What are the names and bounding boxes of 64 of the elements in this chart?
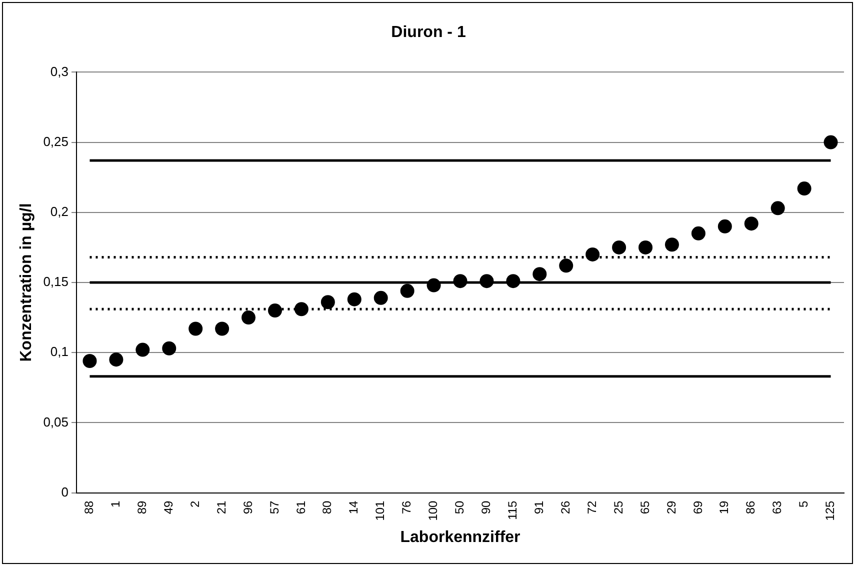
y-tick-label: 0,25: [43, 134, 68, 149]
x-tick-label: 61: [294, 500, 308, 514]
x-tick-label: 50: [452, 500, 467, 514]
point: [188, 322, 203, 336]
x-tick-label: 14: [346, 500, 361, 514]
y-tick-label: 0: [61, 484, 68, 500]
x-tick-label: 21: [214, 500, 228, 514]
x-tick-label: 101: [373, 500, 388, 521]
point: [744, 216, 758, 231]
x-axis-title: Laborkennziffer: [400, 528, 520, 546]
point: [691, 226, 706, 240]
chart-title: Diuron - 1: [391, 24, 466, 42]
x-tick-label: 63: [770, 500, 784, 514]
x-tick-label: 125: [823, 500, 838, 521]
point: [374, 290, 388, 305]
point: [136, 342, 150, 357]
x-tick-label: 100: [426, 500, 440, 521]
x-tick-label: 65: [638, 500, 652, 514]
x-tick-label: 19: [717, 500, 732, 514]
y-tick-label: 0,3: [50, 64, 68, 79]
point: [770, 201, 785, 216]
point: [109, 352, 124, 367]
x-tick-label: 91: [532, 500, 546, 514]
x-tick-label: 72: [584, 500, 599, 514]
point: [294, 302, 308, 316]
x-tick-label: 88: [82, 500, 96, 514]
point: [718, 219, 732, 234]
point: [215, 322, 230, 336]
point: [586, 247, 600, 262]
point: [400, 284, 414, 298]
point: [824, 135, 838, 150]
x-tick-label: 29: [664, 500, 678, 514]
point: [82, 354, 97, 368]
x-tick-label: 86: [744, 500, 758, 514]
x-tick-label: 115: [505, 500, 520, 520]
x-tick-label: 57: [267, 500, 282, 514]
point: [612, 240, 626, 254]
point: [268, 304, 282, 318]
point: [242, 310, 256, 325]
x-tick-label: 89: [134, 500, 149, 514]
point: [320, 295, 335, 310]
y-tick-label: 0,05: [43, 414, 68, 430]
y-tick-label: 0,1: [50, 344, 68, 360]
point: [532, 267, 547, 282]
x-tick-label: 90: [479, 500, 494, 514]
y-axis-title: Konzentration in µg/l: [18, 203, 36, 362]
x-tick-label: 69: [690, 500, 705, 514]
point: [347, 292, 362, 306]
x-tick-label: 26: [558, 500, 572, 514]
x-tick-label: 96: [240, 500, 255, 514]
y-tick-label: 0,2: [50, 204, 68, 219]
x-tick-label: 1: [108, 500, 123, 508]
point: [162, 341, 176, 356]
y-tick-label: 0,15: [43, 274, 68, 290]
point: [638, 240, 653, 254]
point: [797, 182, 812, 196]
x-tick-label: 25: [611, 500, 626, 514]
x-tick-label: 5: [796, 500, 811, 508]
x-tick-label: 49: [161, 500, 176, 514]
x-tick-label: 80: [320, 500, 334, 514]
point: [559, 258, 574, 273]
point: [664, 238, 679, 252]
x-tick-label: 2: [188, 500, 202, 508]
x-tick-label: 76: [400, 500, 414, 514]
